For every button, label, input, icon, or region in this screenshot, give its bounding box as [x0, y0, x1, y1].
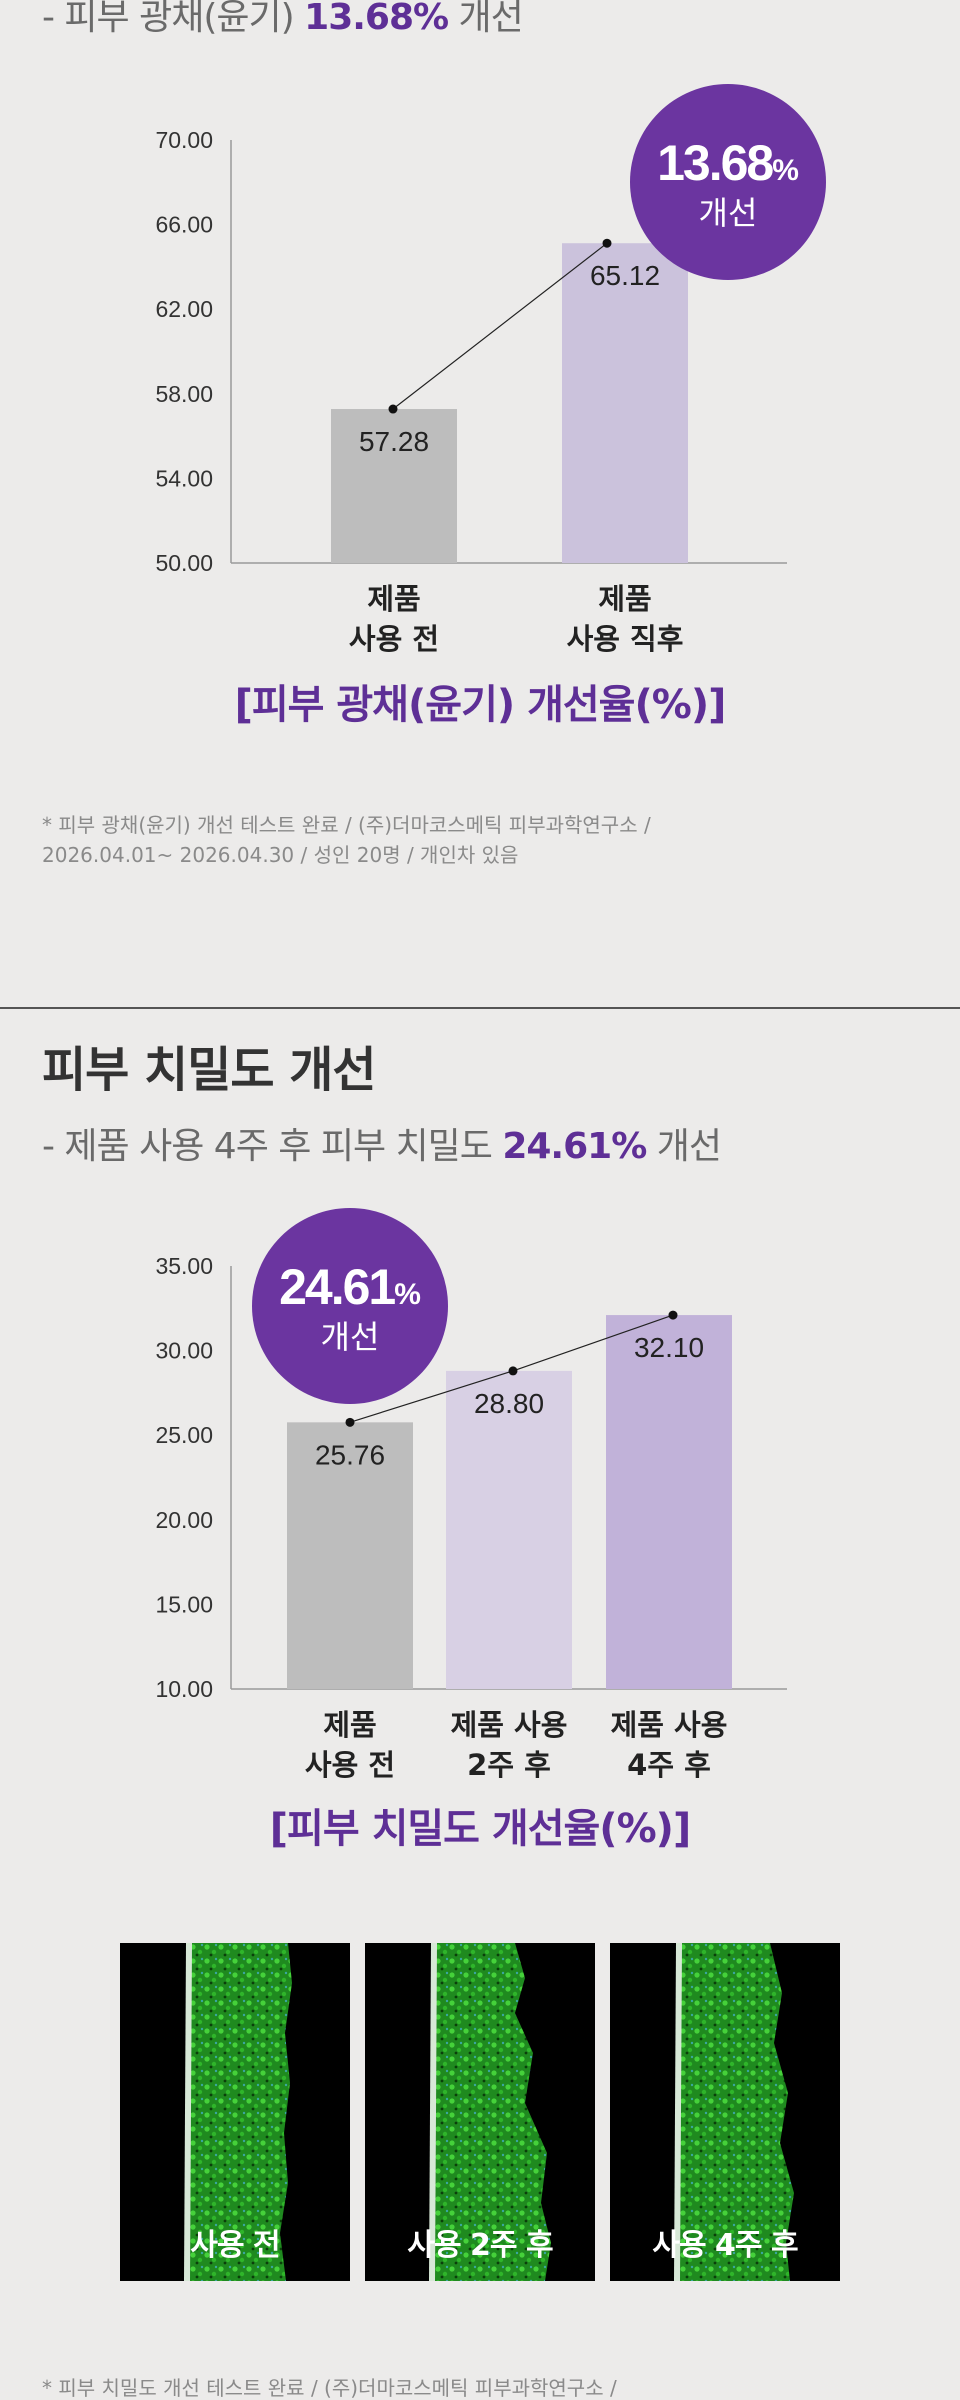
section1-footnote: * 피부 광채(윤기) 개선 테스트 완료 / (주)더마코스메틱 피부과학연구…	[42, 810, 651, 870]
microscope-image-row: 사용 전 사용 2주 후 사용 4주 후	[0, 1943, 960, 2281]
section2-subtitle: - 제품 사용 4주 후 피부 치밀도 24.61% 개선	[42, 1117, 722, 1169]
section2-footnote-line1: * 피부 치밀도 개선 테스트 완료 / (주)더마코스메틱 피부과학연구소 /	[42, 2376, 617, 2400]
data-label: 65.12	[590, 260, 660, 291]
section2-footnote: * 피부 치밀도 개선 테스트 완료 / (주)더마코스메틱 피부과학연구소 /	[42, 2373, 617, 2400]
x-tick-label: 제품	[323, 1708, 376, 1742]
x-tick-label: 사용 전	[349, 622, 439, 656]
x-tick-label: 제품 사용	[611, 1708, 728, 1742]
improvement-badge	[252, 1208, 448, 1404]
x-tick-label: 사용 전	[305, 1748, 395, 1782]
trend-point	[508, 1366, 518, 1376]
section1-subtitle-prefix: - 피부 광채(윤기)	[42, 0, 305, 38]
section2-title: 피부 치밀도 개선	[42, 1042, 377, 1098]
microscope-image-2weeks: 사용 2주 후	[365, 1943, 595, 2281]
trend-line	[392, 242, 608, 410]
y-tick-label: 35.00	[155, 1253, 213, 1279]
x-tick-label: 4주 후	[627, 1748, 711, 1782]
bar	[287, 1422, 413, 1689]
y-tick-label: 50.00	[155, 550, 213, 576]
y-tick-label: 10.00	[155, 1676, 213, 1702]
x-tick-label: 제품	[598, 582, 651, 616]
badge-value: 24.61%	[279, 1259, 421, 1315]
section1-subtitle: - 피부 광채(윤기) 13.68% 개선	[42, 0, 524, 40]
y-tick-label: 66.00	[155, 212, 213, 238]
gloss-chart: 70.00 66.00 62.00 58.00 54.00 50.00 57.28 제품사용 …	[155, 84, 826, 656]
data-label: 57.28	[359, 426, 429, 457]
y-tick-label: 70.00	[155, 127, 213, 153]
section1-subtitle-highlight: 13.68%	[304, 0, 449, 38]
y-tick-label: 54.00	[155, 465, 213, 491]
y-tick-label: 62.00	[155, 296, 213, 322]
bar	[606, 1315, 732, 1689]
tissue-scan-icon	[429, 1943, 551, 2281]
bar	[331, 409, 457, 563]
section2-subtitle-highlight: 24.61%	[502, 1126, 647, 1167]
y-tick-label: 20.00	[155, 1507, 213, 1533]
data-label: 25.76	[315, 1439, 385, 1470]
badge-label: 개선	[321, 1318, 380, 1356]
y-tick-label: 58.00	[155, 381, 213, 407]
microscope-label-2weeks: 사용 2주 후	[407, 2228, 553, 2263]
y-tick-label: 25.00	[155, 1422, 213, 1448]
data-label: 32.10	[634, 1332, 704, 1363]
microscope-image-4weeks: 사용 4주 후	[610, 1943, 840, 2281]
section2-subtitle-prefix: - 제품 사용 4주 후 피부 치밀도	[42, 1126, 503, 1167]
trend-point	[345, 1417, 355, 1427]
trend-point	[668, 1310, 678, 1320]
y-tick-label: 30.00	[155, 1338, 213, 1364]
section1-subtitle-suffix: 개선	[448, 0, 524, 38]
tissue-scan-icon	[674, 1943, 794, 2281]
section1-chart-caption: [피부 광채(윤기) 개선율(%)]	[234, 682, 727, 728]
section2-subtitle-suffix: 개선	[646, 1126, 722, 1167]
badge-value: 13.68%	[657, 135, 799, 191]
badge-label: 개선	[699, 194, 758, 232]
microscope-label-4weeks: 사용 4주 후	[652, 2228, 798, 2263]
y-tick-label: 15.00	[155, 1591, 213, 1617]
x-tick-label: 사용 직후	[567, 622, 684, 656]
x-tick-label: 제품 사용	[451, 1708, 568, 1742]
trend-point	[388, 404, 398, 414]
density-chart: 35.00 30.00 25.00 20.00 15.00 10.00 25.76 제품사용 …	[155, 1208, 787, 1782]
improvement-badge	[630, 84, 826, 280]
x-tick-label: 2주 후	[467, 1748, 551, 1782]
microscope-image-before: 사용 전	[120, 1943, 350, 2281]
trend-point	[602, 238, 612, 248]
bar	[446, 1370, 572, 1689]
section1-footnote-line1: * 피부 광채(윤기) 개선 테스트 완료 / (주)더마코스메틱 피부과학연구…	[42, 813, 651, 837]
bar	[562, 243, 688, 563]
section2-chart-caption: [피부 치밀도 개선율(%)]	[269, 1806, 691, 1852]
section1-footnote-line2: 2026.04.01~ 2026.04.30 / 성인 20명 / 개인차 있음	[42, 843, 519, 867]
tissue-scan-icon	[184, 1943, 292, 2281]
microscope-label-before: 사용 전	[190, 2228, 280, 2263]
x-tick-label: 제품	[367, 582, 420, 616]
section-divider	[0, 1007, 960, 1009]
data-label: 28.80	[474, 1388, 544, 1419]
